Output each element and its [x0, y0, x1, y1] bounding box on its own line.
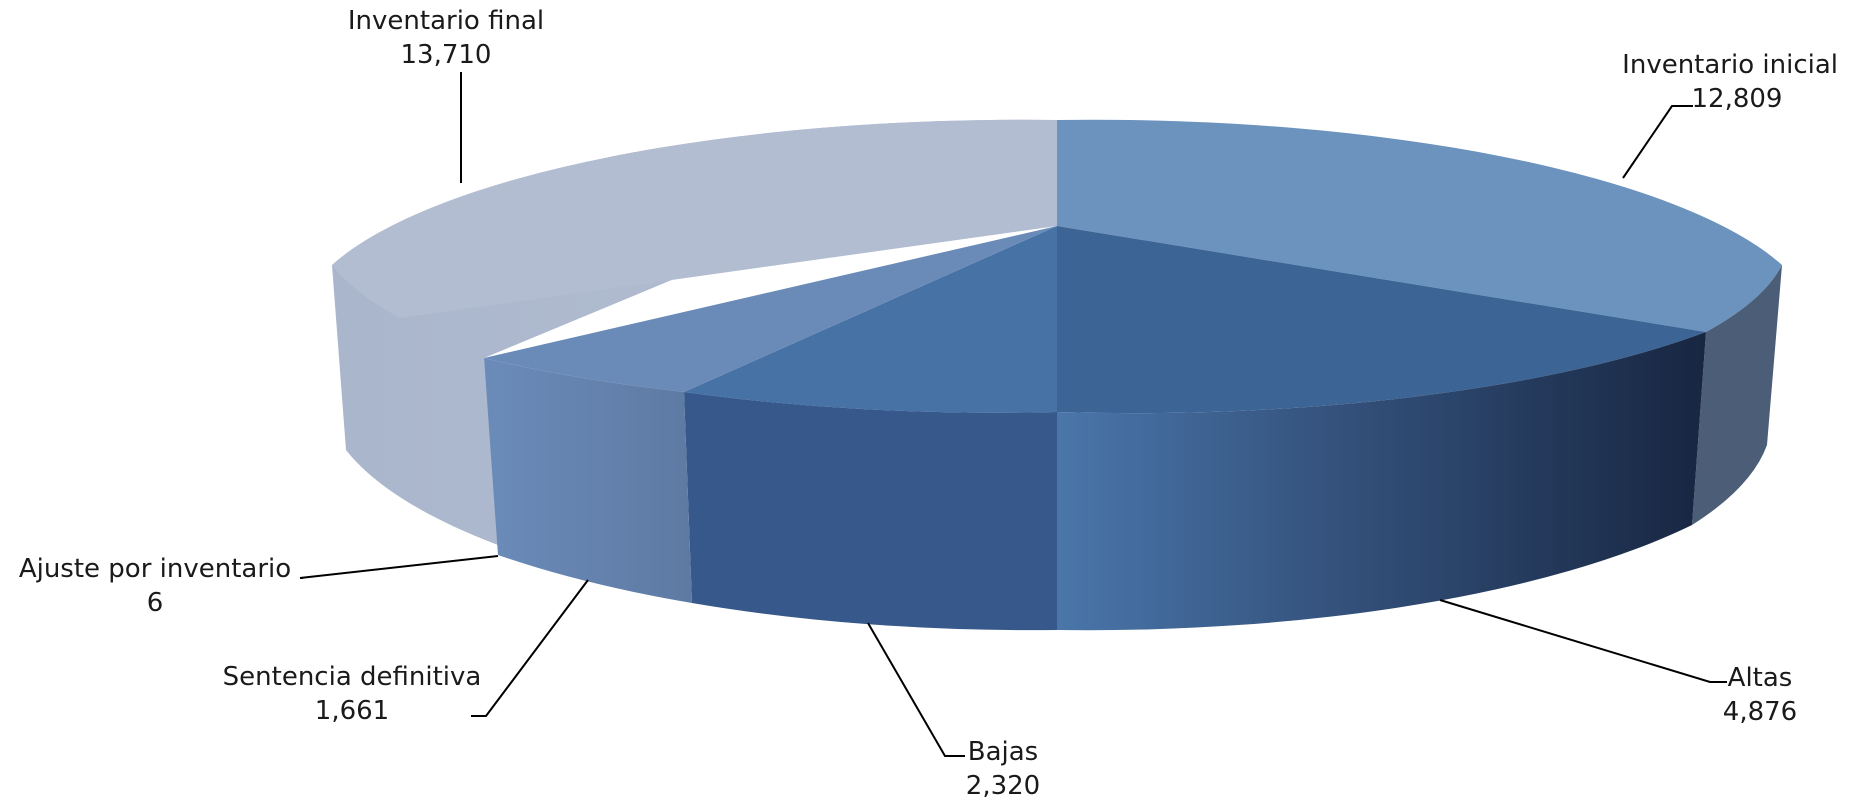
value-ajuste-por-inventario: 6 [147, 588, 164, 618]
label-inventario-final: Inventario final [348, 6, 544, 36]
value-inventario-final: 13,710 [401, 40, 492, 70]
leader-ajuste-por-inventario [299, 555, 499, 579]
slice-bajas-side [684, 392, 1057, 631]
data-labels: Inventario inicial 12,809 Altas 4,876 Ba… [19, 6, 1838, 801]
leader-altas [1439, 599, 1727, 683]
label-sentencia-definitiva: Sentencia definitiva [223, 662, 482, 692]
label-bajas: Bajas [968, 737, 1038, 767]
leader-lines [299, 72, 1727, 757]
slice-altas [1057, 226, 1706, 414]
slice-inventario-final-top [332, 119, 1057, 318]
label-altas: Altas [1728, 663, 1793, 693]
slice-inventario-inicial [1057, 119, 1782, 332]
slice-altas-side [1057, 332, 1706, 631]
label-inventario-inicial: Inventario inicial [1622, 50, 1838, 80]
leader-bajas [867, 622, 965, 757]
value-altas: 4,876 [1723, 697, 1797, 727]
leader-inventario-inicial [1622, 105, 1693, 179]
slice-sentencia-definitiva-side [484, 358, 692, 603]
value-bajas: 2,320 [966, 771, 1040, 801]
value-sentencia-definitiva: 1,661 [315, 696, 389, 726]
slice-bajas [684, 226, 1057, 413]
label-ajuste-por-inventario: Ajuste por inventario [19, 554, 291, 584]
slice-sentencia-definitiva [484, 226, 1057, 392]
slice-inventario-inicial-side [1692, 265, 1782, 525]
value-inventario-inicial: 12,809 [1692, 84, 1783, 114]
leader-sentencia-definitiva [471, 579, 589, 717]
